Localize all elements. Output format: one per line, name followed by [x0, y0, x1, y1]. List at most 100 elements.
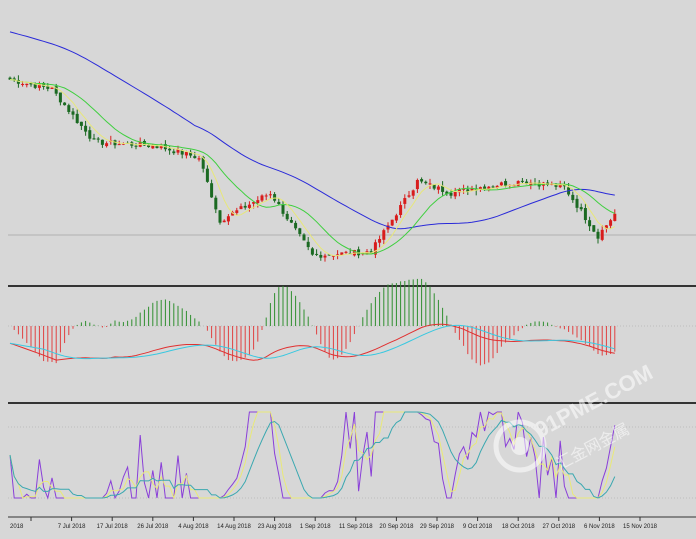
- candle-body: [449, 192, 453, 196]
- watermark-logo-core-icon: [511, 437, 529, 455]
- candle-body: [457, 189, 461, 193]
- candle-body: [37, 84, 41, 88]
- candle-body: [168, 148, 172, 151]
- ma-slow-line: [9, 31, 615, 230]
- candle-body: [407, 195, 411, 197]
- candle-body: [428, 183, 432, 185]
- candle-body: [583, 207, 587, 221]
- candle-body: [424, 181, 428, 184]
- candle-body: [50, 87, 54, 89]
- candle-body: [33, 83, 37, 88]
- candle-body: [411, 190, 415, 196]
- x-tick-label: 20 Sep 2018: [379, 524, 414, 530]
- candle-body: [504, 181, 508, 186]
- candle-body: [487, 186, 491, 190]
- x-tick-label: 14 Aug 2018: [217, 524, 251, 530]
- candle-body: [399, 205, 403, 215]
- candle-body: [172, 151, 176, 154]
- candle-body: [315, 253, 319, 255]
- candle-body: [222, 220, 226, 223]
- candle-body: [67, 105, 71, 112]
- candle-body: [218, 210, 222, 223]
- candle-body: [268, 194, 272, 196]
- candle-body: [499, 182, 503, 186]
- candle-body: [596, 231, 600, 239]
- candle-body: [147, 144, 151, 148]
- candle-body: [386, 225, 390, 230]
- candle-body: [436, 186, 440, 190]
- candle-body: [79, 121, 83, 126]
- candle-body: [394, 215, 398, 221]
- candle-body: [8, 77, 12, 80]
- candle-body: [609, 220, 613, 226]
- candle-body: [256, 200, 260, 203]
- candle-body: [239, 206, 243, 210]
- x-tick-label: 15 Nov 2018: [623, 524, 658, 530]
- candle-body: [562, 185, 566, 187]
- candle-body: [478, 187, 482, 190]
- candle-body: [285, 213, 289, 220]
- candle-body: [92, 138, 96, 140]
- candle-body: [613, 213, 617, 221]
- candle-body: [277, 201, 281, 204]
- candle-body: [575, 198, 579, 208]
- candle-body: [516, 181, 520, 186]
- candle-body: [273, 194, 277, 201]
- candle-body: [327, 254, 331, 256]
- x-tick-label: 1 Sep 2018: [300, 524, 331, 530]
- macd-signal-line: [9, 324, 615, 360]
- candle-body: [495, 185, 499, 188]
- stoch-slow-line: [9, 411, 616, 499]
- candle-body: [512, 185, 516, 187]
- candle-body: [214, 197, 218, 210]
- candle-body: [470, 188, 474, 191]
- candle-body: [63, 102, 67, 106]
- candle-body: [415, 179, 419, 190]
- candle-body: [235, 210, 239, 213]
- candle-body: [382, 230, 386, 240]
- candle-body: [289, 220, 293, 223]
- candle-body: [96, 138, 100, 140]
- candle-body: [226, 216, 230, 222]
- candle-body: [247, 204, 251, 208]
- candle-body: [310, 248, 314, 255]
- candle-body: [558, 183, 562, 188]
- candle-body: [155, 145, 159, 149]
- candle-body: [281, 204, 285, 214]
- candle-body: [113, 140, 117, 146]
- x-tick-label: 27 Oct 2018: [542, 524, 575, 530]
- candle-body: [331, 255, 335, 257]
- candle-body: [75, 113, 79, 123]
- macd-panel: [9, 278, 616, 366]
- candle-body: [571, 194, 575, 201]
- candle-body: [252, 202, 256, 204]
- candle-body: [151, 145, 155, 149]
- candle-body: [420, 179, 424, 182]
- candle-body: [403, 198, 407, 204]
- candle-body: [243, 205, 247, 208]
- candle-body: [264, 195, 268, 197]
- candle-body: [117, 144, 121, 146]
- candle-body: [121, 143, 125, 145]
- candle-body: [441, 185, 445, 192]
- candle-body: [105, 143, 109, 147]
- x-axis: 2018 7 Jul 2018 17 Jul 2018 26 Jul 2018 4 Au…: [10, 517, 658, 530]
- candle-body: [319, 254, 323, 258]
- x-tick-label: 26 Jul 2018: [137, 524, 169, 530]
- candle-body: [600, 229, 604, 240]
- x-tick-label: 7 Jul 2018: [58, 524, 86, 530]
- candle-body: [298, 228, 302, 234]
- price-panel: [8, 31, 617, 262]
- ma-fast-line: [9, 79, 616, 257]
- candle-body: [260, 195, 264, 201]
- candle-body: [21, 83, 25, 85]
- candle-body: [54, 86, 58, 94]
- candle-body: [579, 207, 583, 210]
- candle-body: [159, 145, 163, 149]
- candle-body: [390, 219, 394, 226]
- candle-body: [520, 180, 524, 182]
- candle-body: [592, 225, 596, 232]
- candle-body: [294, 222, 298, 229]
